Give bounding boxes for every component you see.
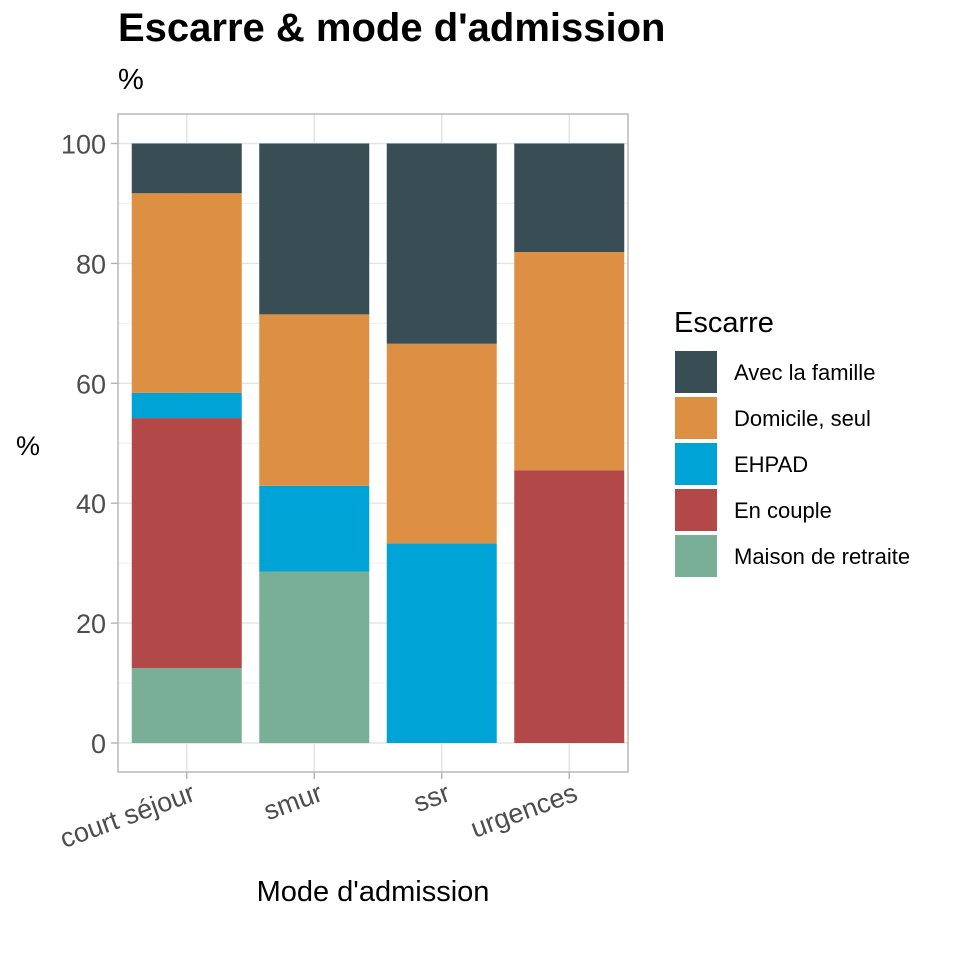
bar-segment (386, 343, 497, 544)
y-tick-label: 20 (76, 609, 106, 639)
bar-segment (259, 314, 370, 486)
y-axis-label: % (16, 431, 40, 461)
y-tick-label: 40 (76, 489, 106, 519)
bar-segment (131, 418, 242, 669)
legend-swatch (675, 397, 717, 439)
bar-segment (131, 668, 242, 743)
legend-label: Maison de retraite (734, 544, 910, 569)
bar-segment (514, 143, 625, 253)
legend: Avec la famille Domicile, seul EHPAD En cou… (675, 351, 910, 577)
legend-swatch (675, 443, 717, 485)
x-tick-label: smur (260, 777, 327, 826)
bar-layer (131, 143, 625, 743)
bar-segment (514, 252, 625, 471)
plot-panel-border (117, 113, 629, 773)
bar-segment (131, 193, 242, 393)
y-tick-label: 60 (76, 369, 106, 399)
legend-swatch (675, 535, 717, 577)
legend-label: Avec la famille (734, 360, 875, 385)
legend-title: Escarre (674, 307, 774, 339)
legend-label: En couple (734, 498, 832, 523)
chart-title: Escarre & mode d'admission (118, 6, 666, 50)
y-tick-label: 100 (61, 130, 106, 160)
y-tick-label: 80 (76, 249, 106, 279)
x-tick-label: court séjour (56, 777, 199, 853)
bar-segment (386, 543, 497, 743)
x-axis-label: Mode d'admission (257, 876, 490, 908)
chart-subtitle: % (118, 64, 144, 96)
bar-segment (259, 571, 370, 743)
legend-label: Domicile, seul (734, 406, 871, 431)
x-tick-label: ssr (410, 777, 454, 818)
legend-swatch (675, 489, 717, 531)
bar-segment (131, 143, 242, 194)
bar-segment (259, 485, 370, 572)
legend-label: EHPAD (734, 452, 808, 477)
y-tick-label: 0 (91, 729, 106, 759)
x-tick-label: urgences (467, 777, 582, 843)
bar-segment (514, 470, 625, 743)
bar-segment (131, 392, 242, 419)
bar-segment (386, 143, 497, 344)
legend-swatch (675, 351, 717, 393)
bar-segment (259, 143, 370, 315)
